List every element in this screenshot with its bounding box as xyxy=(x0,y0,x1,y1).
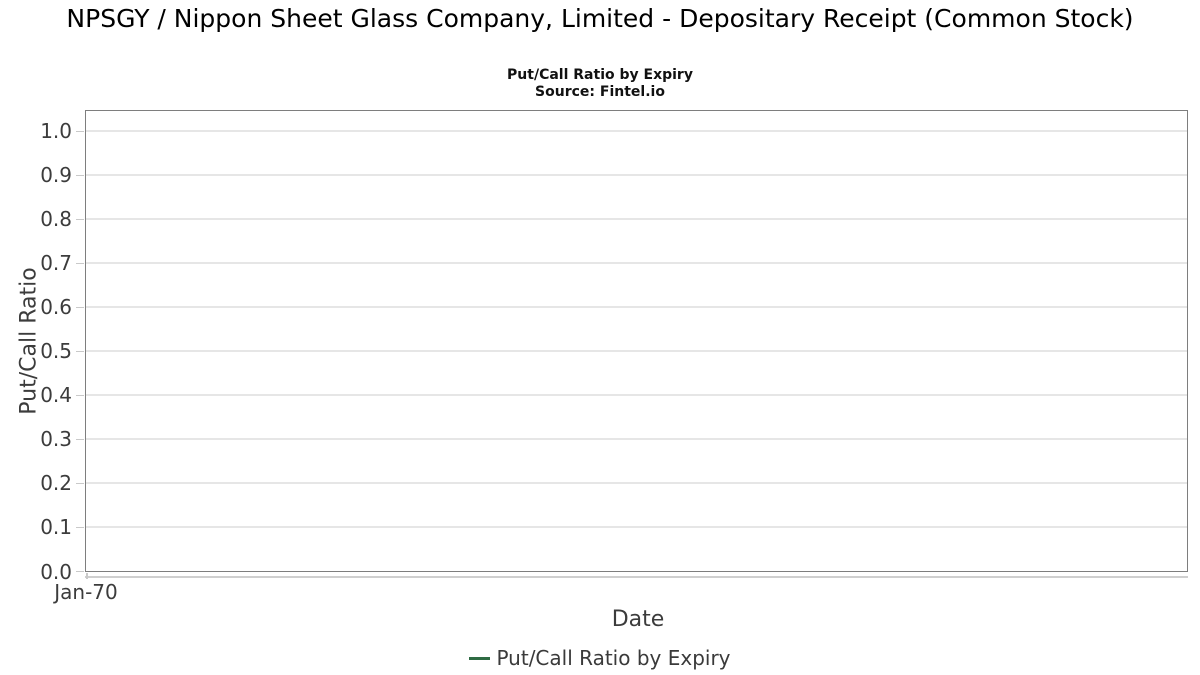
chart-source: Source: Fintel.io xyxy=(535,84,665,100)
y-tick-mark xyxy=(76,438,84,441)
y-tick-mark xyxy=(76,350,84,353)
y-axis: 0.0 0.1 0.2 0.3 0.4 0.5 0.6 0.7 0.8 0.9 1.0 xyxy=(0,110,85,584)
gridline xyxy=(86,130,1187,132)
y-tick-label: 0.6 xyxy=(40,295,72,320)
y-tick-label: 0.8 xyxy=(40,207,72,232)
x-tick-mark xyxy=(86,573,88,579)
y-tick-label: 0.3 xyxy=(40,427,72,452)
x-tick-label: Jan-70 xyxy=(54,580,118,604)
chart-subtitle: Put/Call Ratio by Expiry xyxy=(507,67,693,83)
y-tick-mark xyxy=(76,482,84,485)
y-tick-mark xyxy=(76,526,84,529)
gridline xyxy=(86,350,1187,352)
y-tick-mark xyxy=(76,262,84,265)
x-axis-title: Date xyxy=(611,607,665,632)
gridline xyxy=(86,218,1187,220)
legend: Put/Call Ratio by Expiry xyxy=(0,646,1200,670)
y-tick-label: 0.4 xyxy=(40,383,72,408)
x-axis-line xyxy=(85,576,1188,578)
plot-area xyxy=(85,110,1188,572)
y-tick-label: 0.9 xyxy=(40,163,72,188)
gridline xyxy=(86,306,1187,308)
y-tick-mark xyxy=(76,130,84,133)
y-tick-label: 0.2 xyxy=(40,471,72,496)
y-tick-mark xyxy=(76,174,84,177)
gridline xyxy=(86,526,1187,528)
chart-title: NPSGY / Nippon Sheet Glass Company, Limi… xyxy=(66,4,1134,33)
y-tick-label: 0.5 xyxy=(40,339,72,364)
y-tick-mark xyxy=(76,394,84,397)
y-tick-mark xyxy=(76,570,84,573)
legend-line-swatch xyxy=(469,656,491,660)
gridline xyxy=(86,482,1187,484)
y-tick-mark xyxy=(76,218,84,221)
y-tick-label: 0.7 xyxy=(40,251,72,276)
gridline xyxy=(86,438,1187,440)
legend-label: Put/Call Ratio by Expiry xyxy=(496,646,731,670)
gridline xyxy=(86,394,1187,396)
y-tick-label: 0.1 xyxy=(40,515,72,540)
gridline xyxy=(86,262,1187,264)
y-tick-mark xyxy=(76,306,84,309)
gridline xyxy=(86,174,1187,176)
y-tick-label: 0.0 xyxy=(40,559,72,584)
y-tick-label: 1.0 xyxy=(40,119,72,144)
